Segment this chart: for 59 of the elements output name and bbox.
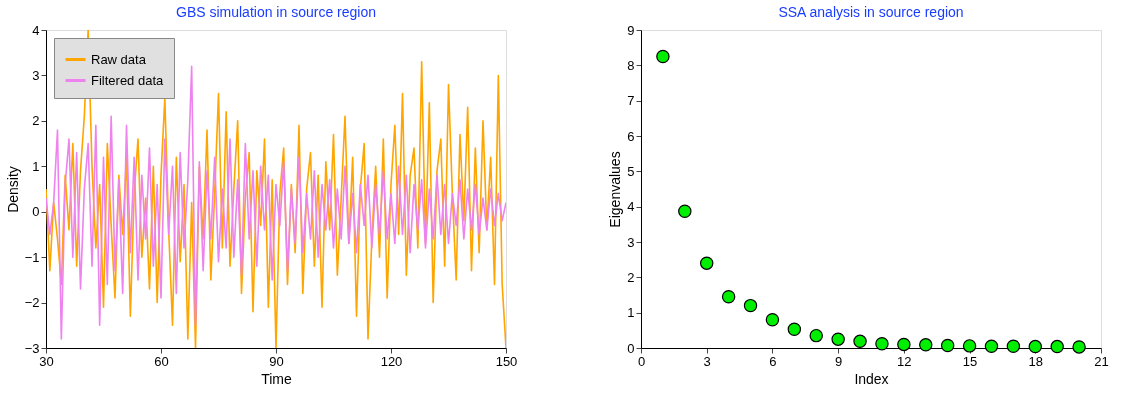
y-tick-label: 5 (627, 163, 635, 179)
point (1028, 339, 1043, 354)
x-tick-label: 90 (269, 353, 284, 369)
y-tick-label: 7 (627, 93, 635, 109)
y-tick-label: 8 (627, 57, 635, 73)
chart-title: SSA analysis in source region (778, 4, 964, 20)
point (765, 313, 780, 327)
point (984, 339, 999, 353)
x-tick-label: 21 (1094, 353, 1109, 369)
point (656, 49, 670, 64)
y-tick-label: 4 (32, 22, 40, 38)
x-tick-label: 30 (39, 353, 54, 369)
y-tick-label: 3 (32, 67, 40, 83)
point (699, 256, 714, 270)
point (897, 337, 911, 352)
x-tick-label: 0 (637, 353, 646, 369)
y-tick-label: 6 (627, 128, 635, 144)
y-tick-label: 2 (32, 113, 40, 129)
y-tick-label: −2 (24, 295, 40, 311)
y-tick-label: 1 (627, 305, 635, 321)
x-tick-label: 6 (769, 353, 777, 369)
x-tick-label: 3 (703, 353, 711, 369)
point (919, 338, 933, 352)
y-tick-label: −1 (24, 249, 40, 265)
legend-label: Filtered data (91, 72, 165, 88)
x-axis-title: Time (261, 370, 293, 387)
point (962, 339, 977, 353)
x-tick-label: 120 (380, 353, 403, 369)
point (809, 328, 823, 343)
point (721, 290, 736, 304)
y-tick-label: 0 (627, 340, 635, 356)
point (1072, 340, 1086, 354)
y-tick-label: 0 (32, 204, 40, 220)
x-axis-title: Index (854, 370, 889, 387)
point (875, 337, 889, 351)
x-tick-label: 9 (835, 353, 843, 369)
point (831, 332, 845, 346)
y-tick-label: 4 (627, 199, 635, 215)
x-tick-label: 12 (897, 353, 912, 369)
chart-title: GBS simulation in source region (176, 4, 376, 20)
x-tick-label: 18 (1028, 353, 1044, 369)
y-axis-title: Eigenvalues (607, 151, 624, 228)
y-tick-label: 9 (627, 22, 635, 38)
x-tick-label: 15 (962, 353, 978, 369)
y-tick-label: 1 (32, 158, 40, 174)
y-tick-label: 2 (627, 269, 635, 285)
point (1006, 339, 1021, 353)
y-tick-label: −3 (24, 340, 40, 356)
point (853, 334, 867, 348)
x-tick-label: 60 (154, 353, 169, 369)
point (1050, 339, 1064, 354)
point (940, 338, 955, 353)
point (678, 204, 692, 218)
legend-label: Raw data (91, 51, 147, 67)
point (787, 322, 802, 336)
y-tick-label: 3 (627, 234, 635, 250)
point (743, 298, 758, 313)
x-tick-label: 150 (495, 353, 518, 369)
y-axis-title: Density (4, 166, 21, 213)
